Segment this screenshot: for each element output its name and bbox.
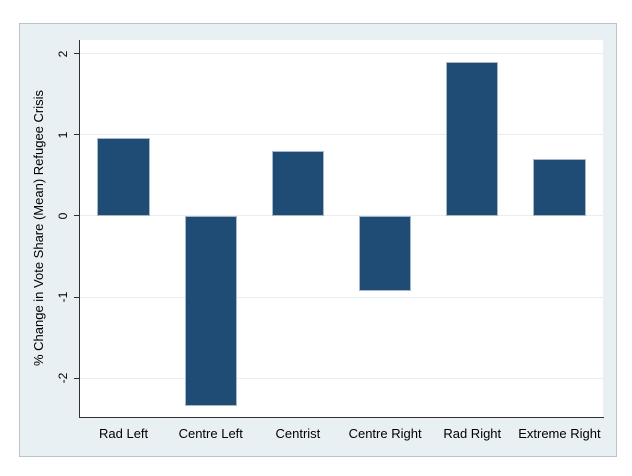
bar bbox=[271, 151, 325, 216]
x-category-label: Centre Left bbox=[178, 426, 243, 441]
gridline bbox=[80, 215, 603, 217]
x-category-label: Rad Right bbox=[443, 426, 502, 441]
x-axis-line bbox=[79, 417, 604, 418]
gridline bbox=[80, 134, 603, 136]
x-category-label: Rad Left bbox=[99, 426, 149, 441]
y-tick bbox=[74, 134, 80, 136]
y-tick bbox=[74, 296, 80, 298]
plot-area: 2 1 0 -1 -2 Rad Left Centre Left Centrist Centr… bbox=[56, 40, 603, 441]
gridline bbox=[80, 296, 603, 298]
gridline bbox=[80, 53, 603, 55]
bar bbox=[184, 215, 237, 407]
y-tick bbox=[74, 215, 80, 217]
y-axis-line bbox=[79, 40, 80, 418]
bar bbox=[97, 138, 150, 216]
y-tick-label: -1 bbox=[56, 291, 70, 303]
x-category-label: Centrist bbox=[275, 426, 321, 441]
gridline bbox=[80, 377, 603, 379]
y-tick-label: 2 bbox=[56, 50, 70, 58]
y-axis-title: % Change in Vote Share (Mean) Refugee Cr… bbox=[31, 89, 46, 367]
bar bbox=[533, 159, 586, 216]
x-category-label: Extreme Right bbox=[518, 426, 601, 441]
y-tick-label: 1 bbox=[56, 131, 70, 139]
bar bbox=[446, 61, 499, 216]
y-tick-label: 0 bbox=[56, 212, 70, 220]
y-tick bbox=[74, 53, 80, 55]
y-tick-label: -2 bbox=[56, 372, 70, 384]
x-category-label: Centre Right bbox=[348, 426, 422, 441]
y-tick bbox=[74, 377, 80, 379]
bar bbox=[358, 215, 412, 291]
